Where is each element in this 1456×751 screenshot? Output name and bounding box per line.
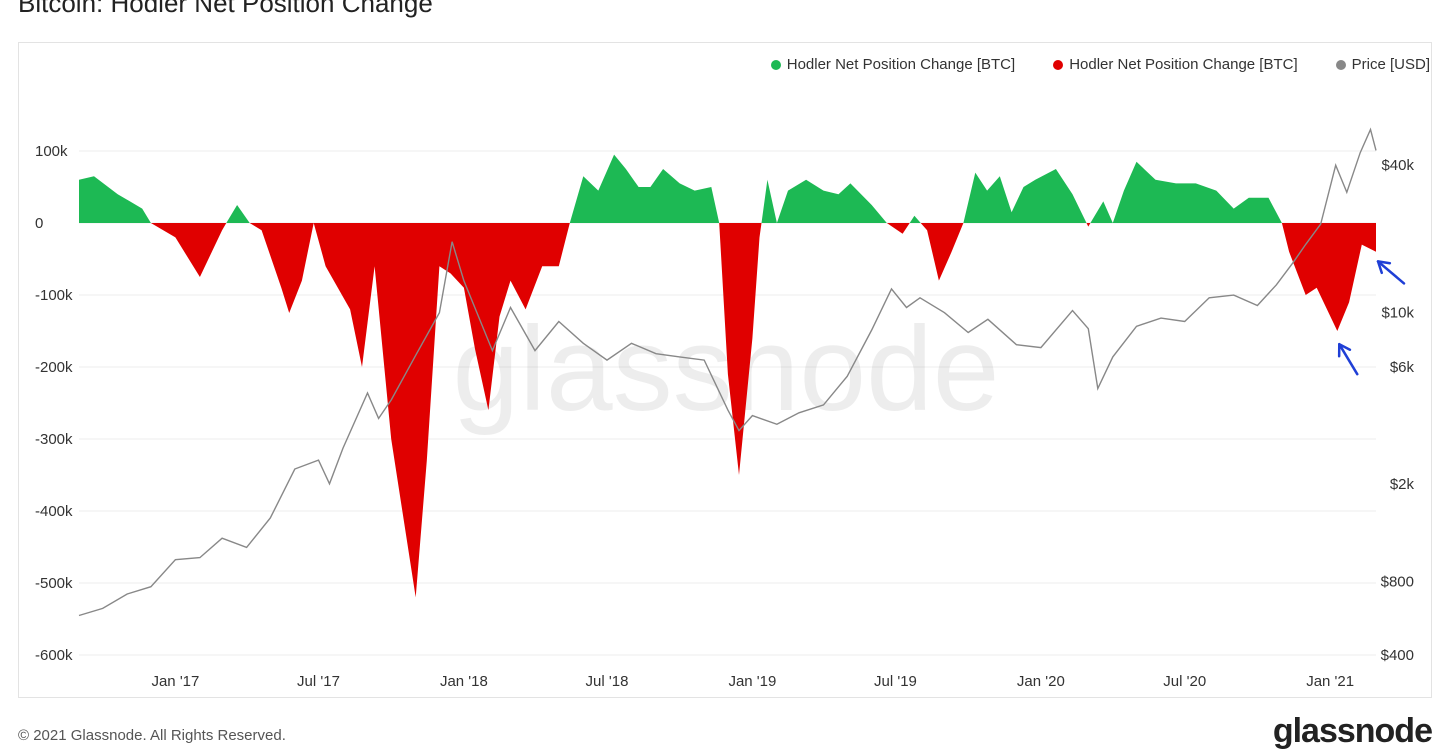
positive-area-segment-8 — [909, 215, 921, 223]
positive-area-segment-10 — [963, 169, 1087, 223]
y-right-tick-label: $10k — [1381, 305, 1414, 322]
positive-area-segment-6 — [761, 179, 887, 223]
positive-area-segment-0 — [79, 176, 151, 223]
page-title: Bitcoin: Hodler Net Position Change — [18, 0, 433, 18]
x-tick-label: Jan '19 — [728, 673, 776, 690]
positive-area-segment-4 — [569, 154, 720, 223]
negative-area-segment-3 — [249, 223, 570, 598]
price-line — [78, 127, 1377, 617]
y-right-tick-label: $400 — [1381, 647, 1414, 664]
legend-label-positive: Hodler Net Position Change [BTC] — [786, 56, 1016, 73]
y-left-tick-label: 100k — [35, 143, 68, 160]
y-right-tick-label: $6k — [1390, 359, 1415, 376]
negative-area-segment-11 — [1086, 223, 1091, 227]
legend-item-price[interactable]: Price [USD] — [1335, 56, 1430, 73]
y-right-tick-label: $800 — [1381, 573, 1414, 590]
x-tick-label: Jan '17 — [151, 673, 199, 690]
legend-dot-red-icon — [1053, 59, 1064, 70]
x-tick-label: Jan '18 — [440, 673, 488, 690]
positive-area-segment-2 — [226, 205, 250, 223]
x-tick-label: Jul '20 — [1163, 673, 1206, 690]
x-tick-label: Jul '17 — [297, 673, 340, 690]
brand-logo: glassnode — [1272, 712, 1433, 750]
x-tick-label: Jul '18 — [586, 673, 629, 690]
y-left-tick-label: -400k — [35, 503, 73, 520]
annotation-arrow-icon — [1337, 342, 1359, 376]
y-right-tick-label: $40k — [1381, 157, 1414, 174]
y-left-tick-label: -600k — [35, 647, 73, 664]
y-left-tick-label: -100k — [35, 287, 73, 304]
y-right-tick-label: $2k — [1390, 476, 1415, 493]
legend-dot-gray-icon — [1335, 59, 1346, 70]
left-axis: 100k 0 -100k -200k -300k -400k -500k -600k — [35, 143, 73, 664]
negative-area-segment-9 — [920, 223, 964, 281]
legend-item-negative[interactable]: Hodler Net Position Change [BTC] — [1053, 56, 1298, 73]
annotations — [1337, 260, 1406, 376]
annotation-arrow-icon — [1376, 260, 1406, 285]
y-left-tick-label: 0 — [35, 215, 43, 232]
negative-area-segment-5 — [719, 223, 762, 475]
x-tick-label: Jan '20 — [1017, 673, 1065, 690]
negative-area-segment-7 — [886, 223, 910, 234]
x-tick-label: Jul '19 — [874, 673, 917, 690]
y-left-tick-label: -500k — [35, 575, 73, 592]
y-left-tick-label: -200k — [35, 359, 73, 376]
negative-area-segment-13 — [1281, 223, 1376, 331]
positive-area-segment-12 — [1090, 161, 1282, 223]
right-axis: $40k $10k $6k $2k $800 $400 — [1381, 157, 1415, 664]
legend-label-negative: Hodler Net Position Change [BTC] — [1069, 56, 1298, 73]
legend-item-positive[interactable]: Hodler Net Position Change [BTC] — [770, 56, 1016, 73]
y-left-tick-label: -300k — [35, 431, 73, 448]
net-position-area — [79, 154, 1376, 598]
legend-label-price: Price [USD] — [1351, 56, 1430, 73]
x-axis: Jan '17 Jul '17 Jan '18 Jul '18 Jan '19 Jul '… — [151, 673, 1354, 690]
copyright-text: © 2021 Glassnode. All Rights Reserved. — [18, 727, 286, 744]
x-tick-label: Jan '21 — [1306, 673, 1354, 690]
negative-area-segment-1 — [150, 223, 227, 277]
legend: Hodler Net Position Change [BTC] Hodler … — [770, 56, 1430, 73]
legend-dot-green-icon — [770, 59, 781, 70]
price-series-line — [78, 127, 1377, 617]
